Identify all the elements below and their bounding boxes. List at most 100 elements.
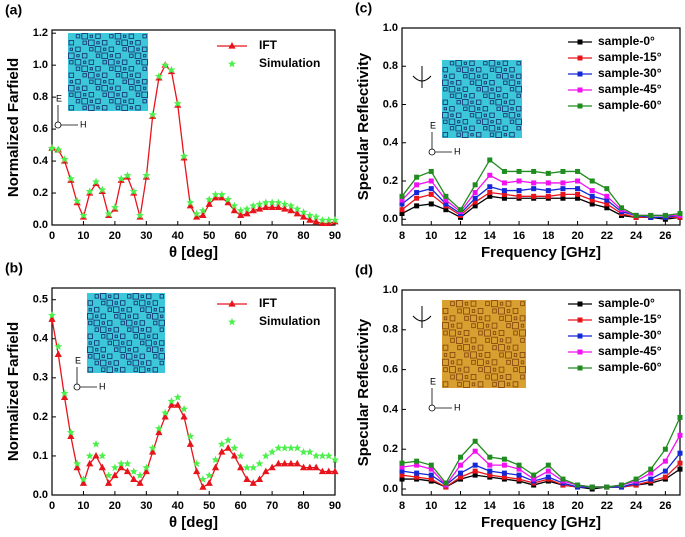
- inset-cell: [68, 105, 75, 111]
- inset-cell: [132, 359, 139, 367]
- data-point: [531, 186, 537, 192]
- inset-cell: [109, 66, 114, 71]
- inset-cell: [471, 309, 476, 313]
- data-point: [443, 197, 449, 203]
- y-tick-label: 1.2: [33, 27, 48, 39]
- inset-cell: [135, 40, 141, 46]
- legend-marker: [577, 71, 583, 77]
- inset-image: [87, 293, 165, 373]
- inset-cell: [502, 125, 509, 131]
- inset-cell: [469, 125, 475, 131]
- data-point: [516, 466, 522, 472]
- inset-cell: [457, 381, 462, 387]
- inset-cell: [101, 105, 108, 111]
- inset-cell: [120, 354, 125, 359]
- inset-cell: [83, 60, 87, 64]
- data-point: [117, 463, 125, 471]
- inset-cell: [477, 322, 484, 330]
- y-tick-label: 1.0: [383, 284, 398, 296]
- x-tick-label: 30: [140, 500, 152, 512]
- data-point: [414, 203, 420, 209]
- inset-cell: [464, 338, 469, 343]
- data-point: [414, 182, 420, 188]
- data-point: [331, 467, 339, 475]
- inset-cell: [95, 53, 101, 58]
- data-point: [318, 467, 327, 475]
- inset-cell: [450, 113, 454, 117]
- inset-cell: [123, 99, 127, 103]
- series-line: [51, 319, 335, 489]
- data-point: [677, 414, 683, 420]
- data-point: [211, 190, 220, 199]
- data-point: [193, 467, 201, 475]
- data-point: [261, 198, 270, 207]
- inset-image: [442, 60, 522, 138]
- data-point: [217, 440, 226, 448]
- y-tick-label: 0.2: [33, 187, 48, 199]
- data-point: [136, 471, 145, 479]
- inset-cell: [513, 367, 518, 373]
- inset-cell: [129, 53, 134, 58]
- inset-cell: [464, 301, 469, 306]
- data-point: [487, 472, 493, 478]
- inset-cell: [476, 119, 481, 124]
- inset-cell: [129, 86, 134, 91]
- inset-cell: [476, 87, 481, 92]
- data-point: [54, 342, 63, 350]
- inset-cell: [519, 352, 526, 358]
- data-point: [48, 311, 56, 319]
- inset-cell: [495, 86, 502, 92]
- data-point: [458, 470, 464, 476]
- inset-cell: [68, 85, 75, 92]
- inset-cell: [443, 107, 447, 111]
- inset-cell: [513, 316, 518, 321]
- inset-cell: [100, 346, 106, 353]
- data-point: [604, 197, 610, 203]
- inset-cell: [69, 60, 74, 65]
- inset-cell: [101, 72, 108, 78]
- data-point: [472, 462, 478, 468]
- inset-cell: [127, 347, 131, 352]
- field-label: E: [75, 355, 81, 365]
- data-point: [274, 443, 283, 452]
- data-point: [123, 459, 132, 468]
- data-point: [648, 466, 654, 472]
- y-axis-title: Normalized Farfield: [5, 322, 22, 461]
- data-point: [237, 463, 245, 471]
- data-point: [249, 463, 258, 472]
- legend-marker: [228, 300, 236, 307]
- inset-cell: [100, 359, 107, 367]
- inset-cell: [94, 340, 100, 346]
- data-point: [73, 463, 81, 471]
- inset-cell: [449, 61, 455, 66]
- data-point: [242, 204, 251, 213]
- data-point: [193, 213, 201, 220]
- data-point: [230, 443, 239, 452]
- data-point: [531, 168, 537, 174]
- data-point: [255, 205, 264, 212]
- inset-cell: [120, 366, 126, 373]
- x-tick-label: 8: [399, 230, 405, 242]
- data-point: [589, 201, 595, 207]
- inset-cell: [456, 100, 461, 105]
- inset-cell: [135, 92, 141, 97]
- data-point: [604, 201, 610, 207]
- data-point: [414, 189, 420, 195]
- inset-cell: [477, 107, 481, 111]
- inset-cell: [502, 105, 509, 112]
- data-point: [501, 188, 507, 194]
- inset-cell: [134, 354, 138, 359]
- inset-cell: [89, 67, 93, 71]
- data-point: [274, 459, 282, 467]
- inset-cell: [147, 301, 151, 305]
- x-tick-label: 70: [266, 230, 278, 242]
- inset-cell: [520, 301, 525, 307]
- inset-cell: [505, 314, 512, 322]
- data-point: [129, 467, 138, 475]
- data-point: [677, 450, 683, 456]
- y-tick-label: 0.8: [383, 60, 398, 72]
- inset-cell: [513, 353, 518, 357]
- x-tick-label: 80: [297, 230, 309, 242]
- legend-marker: [577, 103, 583, 109]
